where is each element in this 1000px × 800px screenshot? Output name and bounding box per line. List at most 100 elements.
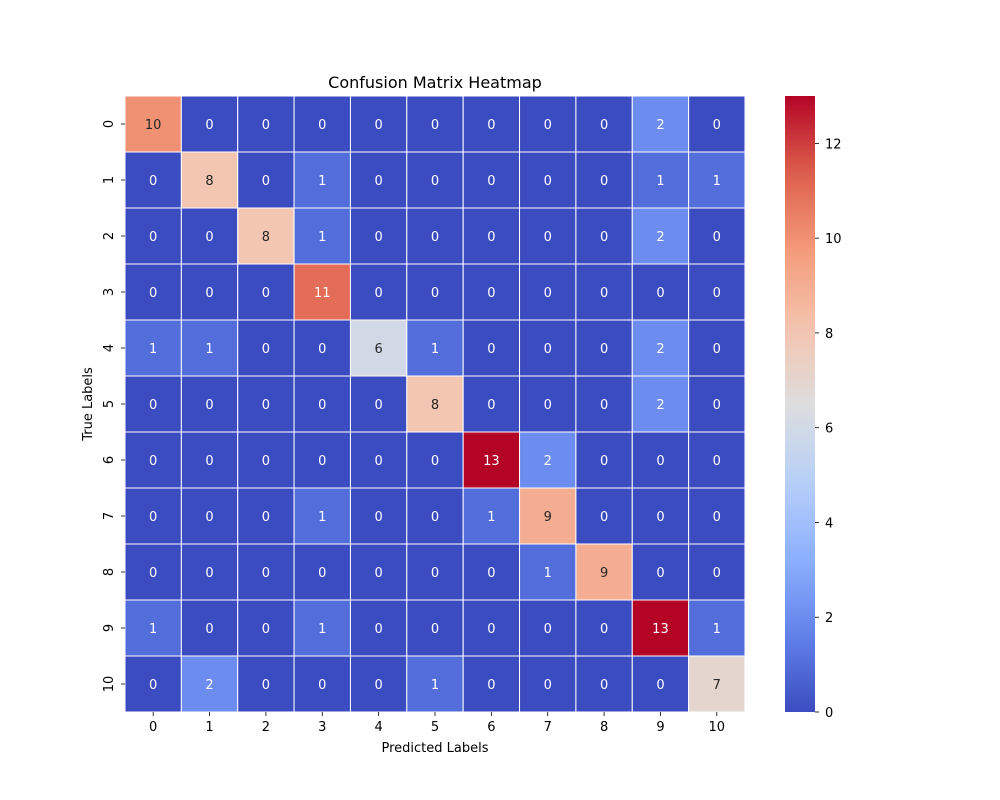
heatmap-cell [575,655,633,713]
heatmap-cell [406,431,464,489]
cell-value-label: 2 [656,398,664,413]
heatmap-cell [631,431,690,489]
y-tick-label: 3 [102,288,117,296]
cell-value-label: 0 [487,174,495,189]
cell-value-label: 0 [318,118,326,133]
cell-value-label: 0 [262,622,270,637]
heatmap-cell [237,431,295,489]
cell-value-label: 0 [262,454,270,469]
colorbar-tick-label: 4 [825,516,833,531]
cell-value-label: 0 [262,174,270,189]
colorbar-tick-label: 6 [825,422,833,437]
cell-value-label: 0 [431,510,439,525]
cell-value-label: 0 [205,566,213,581]
cell-value-label: 0 [713,342,721,357]
cell-value-label: 0 [431,622,439,637]
cell-value-label: 1 [713,174,721,189]
chart-title: Confusion Matrix Heatmap [328,73,542,92]
heatmap-cell [349,487,408,545]
y-axis-ticks: 0 1 2 3 4 5 6 7 8 9 10 [102,120,125,692]
heatmap-cell [631,263,690,321]
heatmap-cell [406,543,464,601]
heatmap-cell [519,487,577,545]
heatmap-cell [237,95,295,153]
cell-value-label: 0 [487,622,495,637]
cell-value-label: 0 [262,398,270,413]
cell-value-label: 0 [374,510,382,525]
cell-value-label: 0 [600,342,608,357]
heatmap-cell [237,655,295,713]
cell-value-label: 0 [431,286,439,301]
cell-value-label: 1 [318,174,326,189]
cell-value-label: 0 [262,510,270,525]
cell-value-label: 0 [149,678,157,693]
colorbar-tick-label: 2 [825,611,833,626]
cell-value-label: 0 [656,510,664,525]
cell-value-label: 0 [600,398,608,413]
heatmap-cell [575,207,633,265]
cell-value-label: 9 [600,566,608,581]
heatmap-cell [462,207,521,265]
heatmap-cell [688,375,746,433]
cell-value-label: 0 [713,230,721,245]
cell-value-label: 0 [205,118,213,133]
heatmap-cell [124,319,182,377]
cell-value-label: 0 [205,622,213,637]
heatmap-cell [575,151,633,209]
cell-value-label: 1 [205,342,213,357]
cell-value-label: 0 [431,454,439,469]
cell-value-label: 0 [600,678,608,693]
cell-value-label: 0 [713,510,721,525]
heatmap-cell [124,207,182,265]
x-tick-label: 10 [709,720,726,735]
heatmap-cell [124,431,182,489]
heatmap-cell [406,599,464,657]
cell-value-label: 0 [544,342,552,357]
x-tick-label: 4 [374,720,382,735]
cell-value-label: 0 [544,286,552,301]
cell-value-label: 8 [431,398,439,413]
heatmap-cell [688,95,746,153]
cell-value-label: 1 [431,678,439,693]
cell-value-label: 0 [600,174,608,189]
colorbar-tick-label: 10 [825,232,842,247]
cell-value-label: 0 [600,454,608,469]
cell-value-label: 0 [713,398,721,413]
heatmap-cell [406,263,464,321]
x-tick-label: 2 [262,720,270,735]
cell-value-label: 10 [145,118,162,133]
cell-value-label: 0 [149,286,157,301]
cell-value-label: 0 [374,678,382,693]
heatmap-cell [124,375,182,433]
cell-value-label: 0 [487,398,495,413]
heatmap-cells: 10 0 0 0 0 0 0 0 0 2 00 8 0 1 0 0 0 0 0 1 10 0 8 1 0 0 0 0 0 2 00 0 0 11 0… [124,95,746,713]
cell-value-label: 0 [544,174,552,189]
cell-value-label: 0 [149,566,157,581]
heatmap-cell [462,543,521,601]
heatmap-cell [631,319,690,377]
cell-value-label: 0 [205,510,213,525]
heatmap-cell [575,543,633,601]
heatmap-cell [462,487,521,545]
cell-value-label: 0 [600,118,608,133]
cell-value-label: 0 [600,510,608,525]
cell-value-label: 0 [544,230,552,245]
heatmap-cell [688,319,746,377]
heatmap-cell [349,319,408,377]
x-tick-label: 7 [544,720,552,735]
cell-value-label: 0 [262,678,270,693]
heatmap-cell [293,431,351,489]
heatmap-cell [406,487,464,545]
y-tick-label: 10 [102,676,117,693]
heatmap-cell [406,207,464,265]
cell-value-label: 0 [318,566,326,581]
cell-value-label: 0 [149,454,157,469]
cell-value-label: 0 [262,342,270,357]
cell-value-label: 0 [318,342,326,357]
x-tick-label: 5 [431,720,439,735]
heatmap-cell [631,151,690,209]
x-tick-label: 8 [600,720,608,735]
heatmap-cell [349,655,408,713]
heatmap-cell [293,319,351,377]
